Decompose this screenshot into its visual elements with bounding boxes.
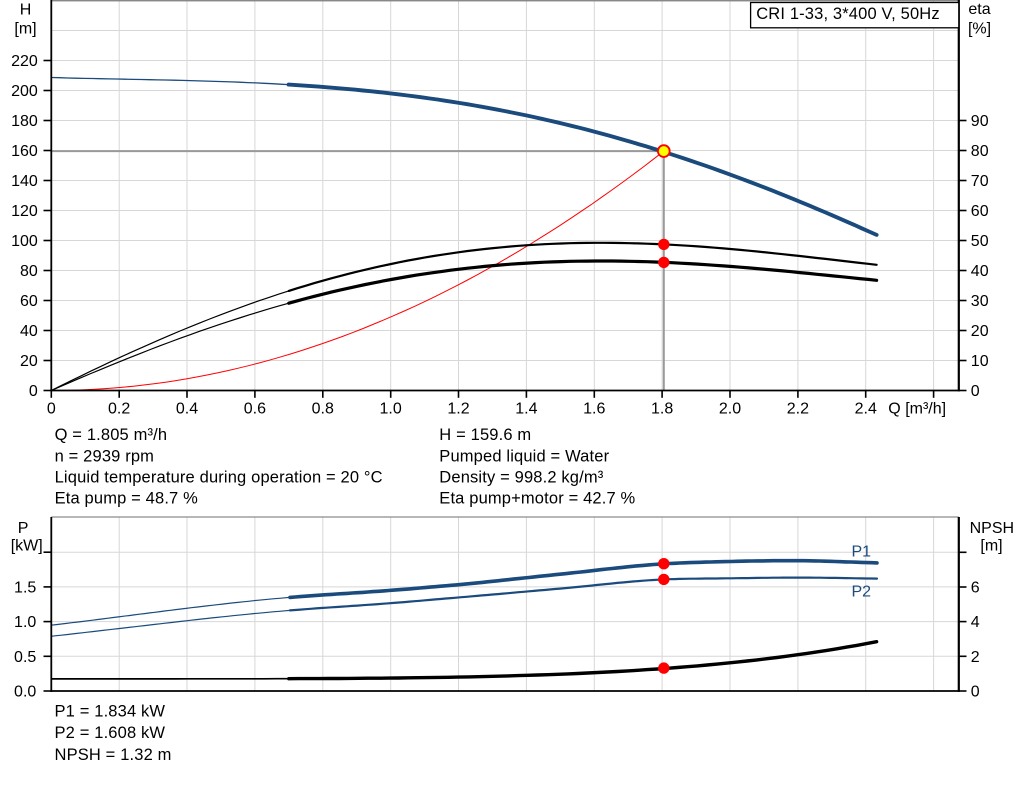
svg-text:1.4: 1.4	[515, 400, 537, 417]
svg-text:80: 80	[971, 143, 989, 160]
svg-text:1.8: 1.8	[651, 400, 673, 417]
svg-text:0.6: 0.6	[244, 400, 266, 417]
svg-text:60: 60	[20, 293, 38, 310]
svg-text:200: 200	[11, 83, 38, 100]
svg-text:1.0: 1.0	[380, 400, 402, 417]
svg-text:1.0: 1.0	[14, 614, 36, 631]
svg-text:[m]: [m]	[14, 21, 36, 38]
svg-text:120: 120	[11, 203, 38, 220]
svg-text:220: 220	[11, 53, 38, 70]
svg-text:CRI 1-33, 3*400 V, 50Hz: CRI 1-33, 3*400 V, 50Hz	[756, 5, 940, 23]
svg-text:2.4: 2.4	[855, 400, 877, 417]
svg-text:160: 160	[11, 143, 38, 160]
svg-text:[%]: [%]	[968, 21, 991, 38]
svg-text:0.0: 0.0	[14, 684, 36, 701]
svg-text:6: 6	[971, 579, 980, 596]
svg-text:eta: eta	[968, 1, 990, 18]
svg-text:80: 80	[20, 263, 38, 280]
svg-text:100: 100	[11, 233, 38, 250]
svg-text:180: 180	[11, 113, 38, 130]
svg-text:Eta pump+motor = 42.7 %: Eta pump+motor = 42.7 %	[439, 489, 635, 507]
svg-text:Eta pump = 48.7 %: Eta pump = 48.7 %	[55, 489, 199, 507]
svg-text:70: 70	[971, 173, 989, 190]
svg-text:20: 20	[971, 323, 989, 340]
svg-text:0: 0	[29, 383, 38, 400]
svg-text:20: 20	[20, 353, 38, 370]
svg-text:NPSH = 1.32 m: NPSH = 1.32 m	[55, 746, 172, 764]
svg-text:0.2: 0.2	[108, 400, 130, 417]
svg-text:60: 60	[971, 203, 989, 220]
svg-text:0.4: 0.4	[176, 400, 198, 417]
svg-text:40: 40	[971, 263, 989, 280]
svg-text:Density = 998.2 kg/m³: Density = 998.2 kg/m³	[439, 468, 603, 486]
svg-text:P: P	[18, 520, 29, 537]
svg-text:0: 0	[971, 684, 980, 701]
svg-text:n = 2939 rpm: n = 2939 rpm	[55, 447, 155, 465]
svg-text:P2: P2	[852, 584, 872, 601]
svg-text:0: 0	[971, 383, 980, 400]
svg-text:2: 2	[971, 649, 980, 666]
svg-text:40: 40	[20, 323, 38, 340]
svg-text:4: 4	[971, 614, 980, 631]
svg-text:P1: P1	[852, 543, 872, 560]
svg-text:H = 159.6 m: H = 159.6 m	[439, 426, 531, 444]
svg-text:NPSH: NPSH	[970, 520, 1014, 537]
svg-text:1.6: 1.6	[583, 400, 605, 417]
svg-text:90: 90	[971, 113, 989, 130]
svg-text:140: 140	[11, 173, 38, 190]
svg-text:0: 0	[47, 400, 56, 417]
svg-text:1.5: 1.5	[14, 579, 36, 596]
svg-text:2.0: 2.0	[719, 400, 741, 417]
svg-text:H: H	[20, 1, 32, 18]
svg-text:Q [m³/h]: Q [m³/h]	[888, 400, 946, 417]
svg-text:[m]: [m]	[980, 538, 1002, 555]
svg-text:2.2: 2.2	[787, 400, 809, 417]
svg-text:Liquid temperature during oper: Liquid temperature during operation = 20…	[55, 468, 383, 486]
svg-text:50: 50	[971, 233, 989, 250]
svg-text:0.8: 0.8	[312, 400, 334, 417]
svg-text:Q = 1.805 m³/h: Q = 1.805 m³/h	[55, 426, 168, 444]
svg-text:0.5: 0.5	[14, 649, 36, 666]
svg-text:1.2: 1.2	[447, 400, 469, 417]
svg-text:[kW]: [kW]	[11, 538, 43, 555]
svg-text:P2 = 1.608 kW: P2 = 1.608 kW	[55, 724, 166, 742]
svg-text:Pumped liquid = Water: Pumped liquid = Water	[439, 447, 609, 465]
svg-text:30: 30	[971, 293, 989, 310]
svg-text:P1 = 1.834 kW: P1 = 1.834 kW	[55, 702, 166, 720]
svg-text:10: 10	[971, 353, 989, 370]
